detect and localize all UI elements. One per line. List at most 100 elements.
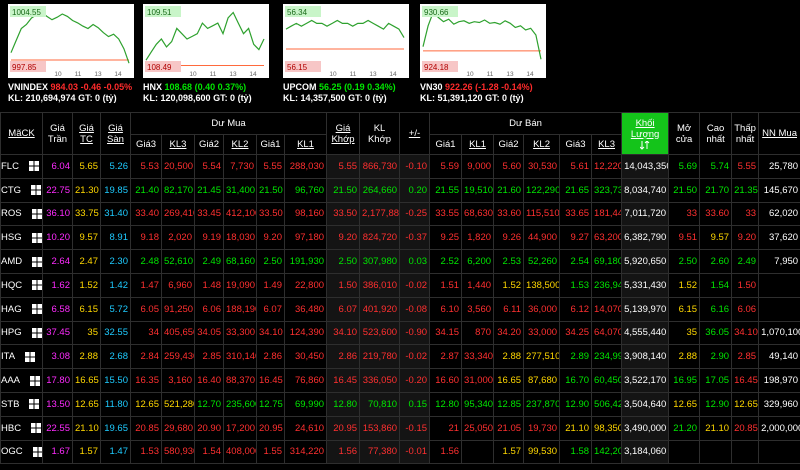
ceiling-price: 3.08 <box>42 344 73 370</box>
ask-price-1: 1.56 <box>429 439 463 465</box>
x-tick-label: 14 <box>526 71 534 78</box>
match-price: 34.10 <box>326 320 361 346</box>
header-text: Giá TC <box>79 122 94 145</box>
header-text: Dư Mua <box>211 118 246 129</box>
high-label: 1004.55 <box>12 8 41 17</box>
detail-icon[interactable] <box>31 185 42 196</box>
bid-price-3: 12.65 <box>130 391 162 417</box>
stock-row[interactable]: AMD 2.64 2.47 2.30 2.48 52,610 2.49 68,160 2.50 1… <box>0 249 800 274</box>
stock-row[interactable]: HAG6.586.155.726.0591,2506.06188,1906.07… <box>0 296 800 322</box>
detail-icon[interactable] <box>31 304 42 315</box>
detail-icon[interactable] <box>28 161 39 172</box>
sort-arrow <box>640 140 650 150</box>
price-change: 0.20 <box>399 177 431 203</box>
ask-volume-3: 323,730 <box>591 177 623 203</box>
ask-volume-2: 87,680 <box>523 368 561 393</box>
floor-price: 32.55 <box>100 320 131 346</box>
bid-volume-3: 521,280 <box>161 391 195 417</box>
icon-square <box>34 166 39 172</box>
stock-row[interactable]: ROS 36.1033.7531.4033.40269,41033.45412,1… <box>0 201 800 227</box>
header-text: +/- <box>408 128 421 139</box>
ask-price-3: 21.65 <box>559 177 593 203</box>
index-value: 108.68 <box>164 82 193 92</box>
open-price: 33 <box>668 201 701 227</box>
x-tick-label: 13 <box>229 71 237 78</box>
icon-square <box>37 262 42 267</box>
price-change: -0.15 <box>399 415 431 441</box>
x-tick-label: 11 <box>350 71 357 78</box>
index-volume-line: KL: 14,357,500 GT: 0 (tỷ) <box>283 93 409 104</box>
open-price: 9.51 <box>668 225 701 251</box>
index-value: 56.25 <box>319 82 342 92</box>
bid-volume-2: 412,100 <box>223 201 257 227</box>
stock-row[interactable]: HQC 1.62 1.52 1.42 1.47 6,960 1.48 19,090 1.49 22… <box>0 272 800 298</box>
index-volume: KL: 120,098,600 <box>143 93 211 103</box>
icon-square <box>31 232 37 238</box>
ask-price-3: 1.58 <box>559 439 593 465</box>
detail-icon[interactable] <box>32 280 42 291</box>
column-header[interactable]: Khối Lượng <box>621 112 670 155</box>
stock-row[interactable]: HPG37.453532.5534405,65034.0533,30034.10… <box>0 320 800 346</box>
index-name: VNINDEX <box>8 82 49 92</box>
bid-volume-1: 30,450 <box>283 344 328 370</box>
index-summary: HNX 108.68 (0.40 0.37%) <box>143 82 269 93</box>
icon-square <box>32 280 37 285</box>
table-header: MãCK Giá Trần Giá TC Giá Sàn Dư Mua Giá Khớp K… <box>0 112 800 155</box>
low-price: 9.20 <box>731 225 760 251</box>
ask-volume-3: 69,180 <box>591 249 623 274</box>
total-volume: 5,920,650 <box>621 249 670 274</box>
detail-icon[interactable] <box>32 256 42 267</box>
stock-row[interactable]: ITA3.082.882.682.84259,4302.85310,1402.8… <box>0 344 800 370</box>
stock-row[interactable]: HSG 10.20 9.57 8.91 9.18 2,020 9.19 18,030 9.20 9… <box>0 225 800 251</box>
total-volume: 7,011,720 <box>621 201 670 227</box>
stock-row[interactable]: OGC1.671.571.471.53580,9301.54408,0001.5… <box>0 439 800 465</box>
stock-row[interactable]: CTG 22.75 21.30 19.85 21.40 82,170 21.45 31,400… <box>0 177 800 203</box>
open-price: 21.50 <box>668 177 701 203</box>
stock-code: CTG <box>0 177 43 203</box>
low-price <box>731 439 760 465</box>
ask-price-2: 21.60 <box>493 177 525 203</box>
match-volume: 336,050 <box>359 368 401 393</box>
detail-icon[interactable] <box>25 351 36 362</box>
bid-price-2: 20.90 <box>194 415 224 441</box>
stock-row[interactable]: HBC 22.55 21.10 19.65 20.85 29,680 20.90 17,200… <box>0 415 800 441</box>
detail-icon[interactable] <box>31 232 42 243</box>
total-volume: 3,504,640 <box>621 391 670 417</box>
open-price: 5.69 <box>668 154 701 179</box>
stock-code: STB <box>0 391 43 417</box>
floor-price: 19.65 <box>100 415 131 441</box>
price-table: MãCK Giá Trần Giá TC Giá Sàn Dư Mua Giá Khớp K… <box>0 112 800 465</box>
foreign-buy: 1,070,100 <box>758 320 800 346</box>
floor-price: 8.91 <box>100 225 131 251</box>
match-price: 2.50 <box>326 249 361 274</box>
open-price: 1.52 <box>668 272 701 298</box>
detail-icon[interactable] <box>31 423 42 434</box>
bid-price-3: 21.40 <box>130 177 162 203</box>
ceiling-price: 6.58 <box>42 296 73 322</box>
detail-icon[interactable] <box>32 446 43 457</box>
ask-volume-1: 3,560 <box>461 296 495 322</box>
stock-code-text: HPG <box>1 327 22 339</box>
bid-price-1: 1.49 <box>256 272 285 298</box>
icon-square <box>37 285 42 291</box>
ask-volume-1: 9,000 <box>461 154 495 179</box>
detail-icon[interactable] <box>31 208 42 219</box>
stock-row[interactable]: FLC 6.04 5.65 5.26 5.53 20,500 5.54 7,730 5.55 28… <box>0 154 800 179</box>
bid-price-2: 9.19 <box>194 225 224 251</box>
bid-price-2: 6.06 <box>194 296 224 322</box>
price-change: -0.25 <box>399 201 431 227</box>
price-change: -0.02 <box>399 272 431 298</box>
high-price: 1.54 <box>699 272 733 298</box>
detail-icon[interactable] <box>30 375 41 386</box>
stock-row[interactable]: STB13.5012.6511.8012.65521,28012.70235,6… <box>0 391 800 417</box>
icon-square <box>32 256 37 262</box>
bid-volume-3: 580,930 <box>161 439 195 465</box>
header-text: Giá1 <box>260 139 281 150</box>
low-label-bg <box>10 61 46 72</box>
detail-icon[interactable] <box>29 399 40 410</box>
open-price: 35 <box>668 320 701 346</box>
bid-price-1: 12.75 <box>256 391 285 417</box>
detail-icon[interactable] <box>31 327 42 338</box>
stock-row[interactable]: AAA 17.80 16.65 15.50 16.35 3,160 16.40 88,370 1… <box>0 368 800 393</box>
foreign-buy: 49,140 <box>758 344 800 370</box>
